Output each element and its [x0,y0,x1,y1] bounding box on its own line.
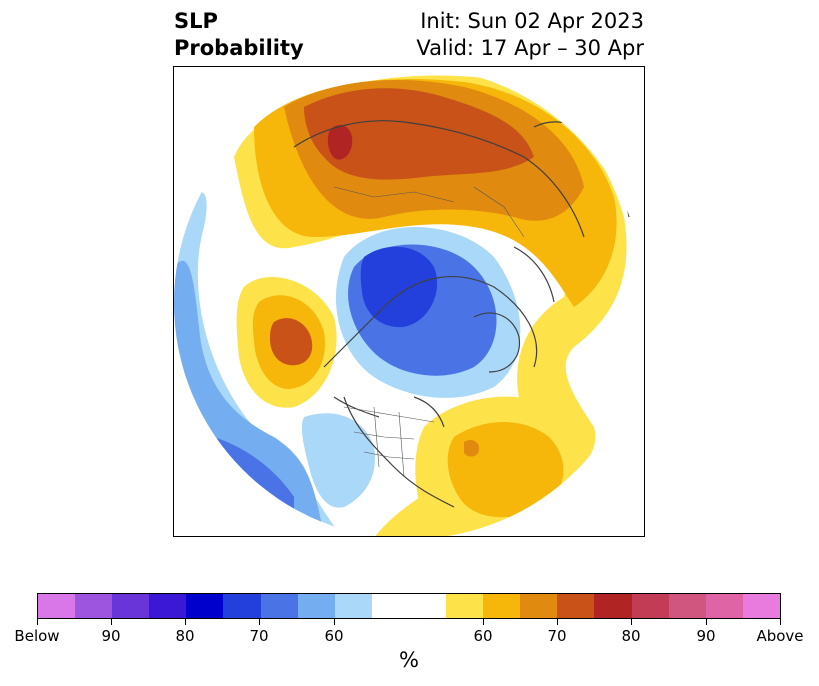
colorbar-segment [38,594,76,618]
colorbar-segment [631,594,669,618]
colorbar-tick [631,619,632,625]
title-line-2: Probability [174,36,304,60]
colorbar-segment [186,594,224,618]
colorbar-tick [37,619,38,625]
colorbar-segment [260,594,298,618]
colorbar-segment [112,594,150,618]
colorbar-segment [223,594,261,618]
probability-map [173,66,645,537]
colorbar-segment [520,594,558,618]
borders [333,186,525,478]
colorbar-tick-label: 70 [249,627,269,645]
colorbar-tick [557,619,558,625]
colorbar-tick-label: 80 [621,627,641,645]
west-na-light-blue [301,413,375,508]
title-line-1: SLP [174,9,218,33]
colorbar-tick [185,619,186,625]
colorbar-segment [75,594,113,618]
colorbar-segment [334,594,372,618]
eurasia-red [327,125,353,160]
colorbar-tick [259,619,260,625]
atlantic-high-gold [447,422,564,518]
colorbar-tick [780,619,781,625]
colorbar-tick-label: Above [756,627,804,645]
map-canvas [174,67,644,536]
colorbar-tick [111,619,112,625]
valid-range: Valid: 17 Apr – 30 Apr [416,36,644,60]
colorbar-unit: % [399,648,419,672]
init-date: Init: Sun 02 Apr 2023 [420,9,644,33]
alaska-high-rust [270,318,313,366]
colorbar-segment [446,594,484,618]
colorbar-segment [371,594,447,618]
colorbar-segment [705,594,743,618]
colorbar-tick-label: 80 [175,627,195,645]
colorbar-segment [149,594,187,618]
atlantic-orange-spot [464,439,480,457]
colorbar-tick-label: 90 [696,627,716,645]
colorbar-segment [483,594,521,618]
colorbar [37,593,781,619]
colorbar-tick-label: 60 [324,627,344,645]
colorbar-tick [483,619,484,625]
colorbar-tick [706,619,707,625]
colorbar-segment [742,594,780,618]
colorbar-segment [594,594,632,618]
arctic-low-core [360,246,438,328]
colorbar-segment [297,594,335,618]
colorbar-tick [334,619,335,625]
coastlines [293,120,630,508]
colorbar-tick-label: 70 [547,627,567,645]
eurasia-rust [304,88,534,180]
colorbar-segment [557,594,595,618]
colorbar-tick-label: 60 [473,627,493,645]
colorbar-tick-label: 90 [101,627,121,645]
colorbar-tick-label: Below [14,627,60,645]
init-valid-label: Init: Sun 02 Apr 2023 Valid: 17 Apr – 30… [416,8,644,62]
colorbar-segment [668,594,706,618]
chart-title: SLP Probability [174,8,304,62]
